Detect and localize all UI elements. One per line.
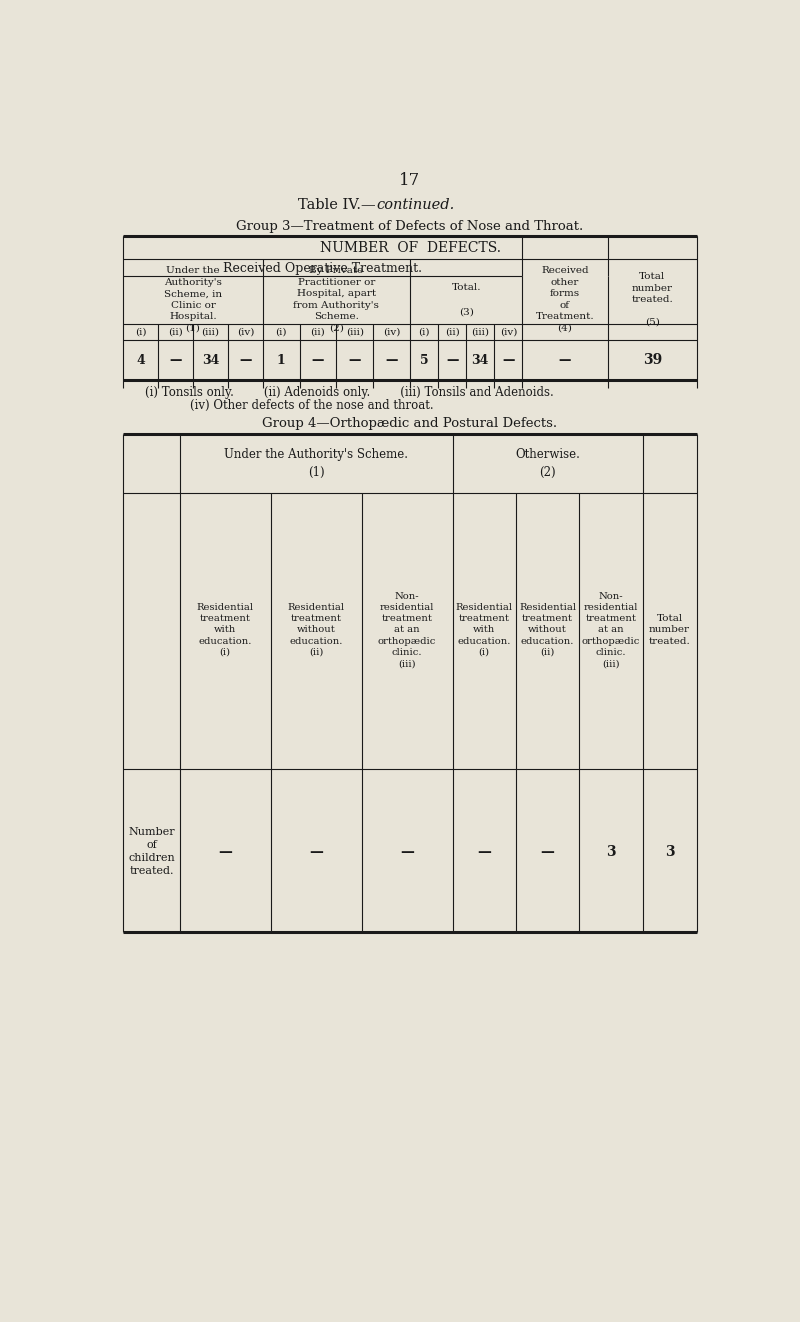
Text: Total
number
treated.

(5): Total number treated. (5): [631, 272, 673, 327]
Text: Table IV.—: Table IV.—: [298, 198, 375, 212]
Text: —: —: [541, 845, 554, 859]
Text: Non-
residential
treatment
at an
orthopædic
clinic.
(iii): Non- residential treatment at an orthopæ…: [582, 592, 640, 668]
Text: (ii): (ii): [168, 328, 183, 336]
Text: —: —: [400, 845, 414, 859]
Text: —: —: [349, 354, 361, 368]
Text: Received Operative Treatment.: Received Operative Treatment.: [223, 262, 422, 275]
Text: (i): (i): [418, 328, 430, 336]
Text: —: —: [386, 354, 398, 368]
Text: Group 4—Orthopædic and Postural Defects.: Group 4—Orthopædic and Postural Defects.: [262, 416, 558, 430]
Text: 17: 17: [399, 172, 421, 189]
Text: By Private
Practitioner or
Hospital, apart
from Authority's
Scheme.
(2): By Private Practitioner or Hospital, apa…: [294, 267, 379, 333]
Text: Under the Authority's Scheme.
(1): Under the Authority's Scheme. (1): [224, 448, 408, 479]
Text: 34: 34: [471, 354, 489, 368]
Text: (iii): (iii): [471, 328, 490, 336]
Text: Total
number
treated.: Total number treated.: [649, 613, 690, 646]
Text: 39: 39: [642, 353, 662, 368]
Text: 5: 5: [420, 354, 428, 368]
Text: Otherwise.
(2): Otherwise. (2): [515, 448, 580, 479]
Text: Residential
treatment
without
education.
(ii): Residential treatment without education.…: [288, 603, 345, 657]
Text: —: —: [446, 354, 458, 368]
Text: (iv) Other defects of the nose and throat.: (iv) Other defects of the nose and throa…: [145, 398, 434, 411]
Text: (ii): (ii): [445, 328, 459, 336]
Text: Residential
treatment
without
education.
(ii): Residential treatment without education.…: [519, 603, 576, 657]
Text: (iii): (iii): [202, 328, 219, 336]
Text: Under the
Authority's
Scheme, in
Clinic or
Hospital.
(1): Under the Authority's Scheme, in Clinic …: [164, 267, 222, 333]
Text: (iii): (iii): [346, 328, 364, 336]
Text: NUMBER  OF  DEFECTS.: NUMBER OF DEFECTS.: [319, 241, 501, 255]
Text: continued.: continued.: [377, 198, 455, 212]
Text: —: —: [478, 845, 491, 859]
Text: (i) Tonsils only.        (ii) Adenoids only.        (iii) Tonsils and Adenoids.: (i) Tonsils only. (ii) Adenoids only. (i…: [145, 386, 554, 399]
Text: 3: 3: [665, 845, 674, 859]
Text: (iv): (iv): [237, 328, 254, 336]
Text: —: —: [239, 354, 251, 368]
Text: Non-
residential
treatment
at an
orthopædic
clinic.
(iii): Non- residential treatment at an orthopæ…: [378, 592, 436, 668]
Text: (iv): (iv): [500, 328, 517, 336]
Text: —: —: [312, 354, 324, 368]
Text: —: —: [502, 354, 514, 368]
Text: —: —: [310, 845, 323, 859]
Text: 4: 4: [136, 354, 145, 368]
Text: 3: 3: [606, 845, 616, 859]
Text: Residential
treatment
with
education.
(i): Residential treatment with education. (i…: [456, 603, 513, 657]
Text: —: —: [170, 354, 182, 368]
Text: Received
other
forms
of
Treatment.
(4): Received other forms of Treatment. (4): [536, 267, 594, 333]
Text: Residential
treatment
with
education.
(i): Residential treatment with education. (i…: [197, 603, 254, 657]
Text: 1: 1: [277, 354, 286, 368]
Text: —: —: [559, 354, 571, 368]
Text: Group 3—Treatment of Defects of Nose and Throat.: Group 3—Treatment of Defects of Nose and…: [236, 219, 584, 233]
Text: 34: 34: [202, 354, 219, 368]
Text: (iv): (iv): [383, 328, 400, 336]
Text: Total.

(3): Total. (3): [451, 283, 481, 316]
Text: (ii): (ii): [310, 328, 326, 336]
Text: (i): (i): [135, 328, 146, 336]
Text: Number
of
children
treated.: Number of children treated.: [128, 826, 175, 876]
Text: —: —: [218, 845, 232, 859]
Text: (i): (i): [275, 328, 287, 336]
